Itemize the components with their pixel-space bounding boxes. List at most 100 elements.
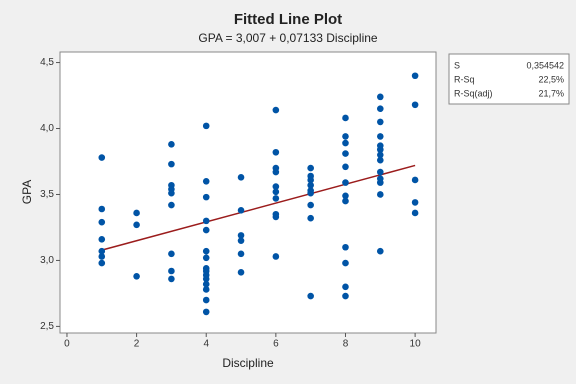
data-point bbox=[376, 151, 384, 159]
stat-value: 21,7% bbox=[538, 88, 564, 98]
data-point bbox=[272, 148, 280, 156]
data-point bbox=[376, 93, 384, 101]
data-point bbox=[168, 141, 175, 148]
stat-name: R-Sq bbox=[454, 74, 475, 84]
data-point bbox=[237, 174, 245, 181]
data-point bbox=[168, 189, 175, 197]
x-axis-label: Discipline bbox=[222, 356, 274, 370]
x-tick-label: 6 bbox=[273, 339, 279, 350]
data-point bbox=[98, 247, 106, 255]
data-point bbox=[342, 133, 349, 140]
y-tick-label: 4,5 bbox=[40, 57, 54, 68]
data-point bbox=[98, 253, 106, 260]
data-point bbox=[342, 150, 349, 157]
y-tick-label: 3,5 bbox=[40, 189, 54, 200]
data-point bbox=[376, 118, 384, 126]
data-point bbox=[272, 213, 280, 221]
data-point bbox=[133, 272, 140, 280]
y-tick-label: 2,5 bbox=[40, 321, 54, 332]
data-point bbox=[376, 146, 384, 153]
data-point bbox=[202, 226, 210, 234]
data-point bbox=[307, 214, 314, 222]
y-tick-label: 4,0 bbox=[40, 123, 54, 134]
data-point bbox=[342, 197, 349, 205]
x-tick-label: 10 bbox=[410, 339, 422, 350]
data-point bbox=[168, 275, 175, 283]
data-point bbox=[168, 201, 175, 209]
data-point bbox=[98, 259, 106, 267]
data-point bbox=[202, 296, 210, 304]
data-point bbox=[202, 308, 210, 316]
data-point bbox=[307, 292, 314, 300]
data-point bbox=[307, 176, 314, 184]
data-point bbox=[342, 243, 349, 251]
data-point bbox=[202, 254, 210, 262]
y-tick-label: 3,0 bbox=[40, 255, 54, 266]
data-point bbox=[272, 188, 280, 196]
x-tick-label: 4 bbox=[203, 339, 209, 350]
x-tick-label: 8 bbox=[343, 339, 349, 350]
stat-name: R-Sq(adj) bbox=[454, 88, 493, 98]
data-point bbox=[98, 154, 106, 161]
data-point bbox=[307, 181, 314, 189]
data-point bbox=[342, 259, 349, 267]
data-point bbox=[202, 193, 210, 201]
data-point bbox=[342, 179, 349, 186]
chart-title: Fitted Line Plot bbox=[234, 11, 342, 28]
data-point bbox=[272, 195, 280, 202]
chart-subtitle: GPA = 3,007 + 0,07133 Discipline bbox=[198, 31, 378, 45]
stat-value: 22,5% bbox=[538, 74, 564, 84]
y-axis-label: GPA bbox=[20, 180, 34, 204]
data-point bbox=[237, 269, 245, 276]
data-point bbox=[411, 209, 419, 217]
data-point bbox=[272, 183, 280, 190]
data-point bbox=[342, 292, 349, 300]
data-point bbox=[307, 189, 314, 197]
data-point bbox=[202, 280, 210, 288]
data-point bbox=[202, 247, 210, 255]
data-point bbox=[411, 72, 419, 80]
data-point bbox=[272, 168, 280, 176]
stats-box bbox=[448, 53, 570, 105]
data-point bbox=[376, 179, 384, 186]
data-point bbox=[202, 286, 210, 293]
data-point bbox=[342, 192, 349, 200]
data-point bbox=[98, 236, 106, 243]
data-point bbox=[237, 207, 245, 214]
data-point bbox=[376, 191, 384, 198]
data-point bbox=[411, 176, 419, 184]
data-point bbox=[376, 168, 384, 176]
data-point bbox=[133, 221, 140, 229]
stat-name: S bbox=[454, 60, 460, 70]
data-point bbox=[237, 237, 245, 244]
data-point bbox=[237, 250, 245, 258]
data-point bbox=[307, 201, 314, 209]
data-point bbox=[168, 250, 175, 258]
data-point bbox=[272, 106, 280, 114]
data-point bbox=[342, 163, 349, 171]
data-point bbox=[342, 139, 349, 147]
data-point bbox=[202, 275, 210, 283]
data-point bbox=[342, 283, 349, 291]
data-point bbox=[202, 122, 210, 130]
data-point bbox=[133, 209, 140, 217]
plot-area bbox=[59, 51, 437, 334]
data-point bbox=[202, 217, 210, 225]
data-point bbox=[98, 218, 106, 226]
x-tick-label: 2 bbox=[134, 339, 140, 350]
data-point bbox=[411, 101, 419, 109]
fit-line bbox=[101, 164, 416, 251]
data-point bbox=[168, 267, 175, 275]
data-point bbox=[376, 156, 384, 164]
data-point bbox=[202, 177, 210, 185]
data-point bbox=[237, 232, 245, 239]
data-point bbox=[411, 199, 419, 206]
data-point bbox=[376, 247, 384, 255]
data-point bbox=[168, 160, 175, 168]
data-point bbox=[376, 105, 384, 113]
stat-value: 0,354542 bbox=[526, 60, 564, 70]
data-point bbox=[342, 114, 349, 122]
data-point bbox=[376, 133, 384, 140]
data-point bbox=[307, 164, 314, 172]
